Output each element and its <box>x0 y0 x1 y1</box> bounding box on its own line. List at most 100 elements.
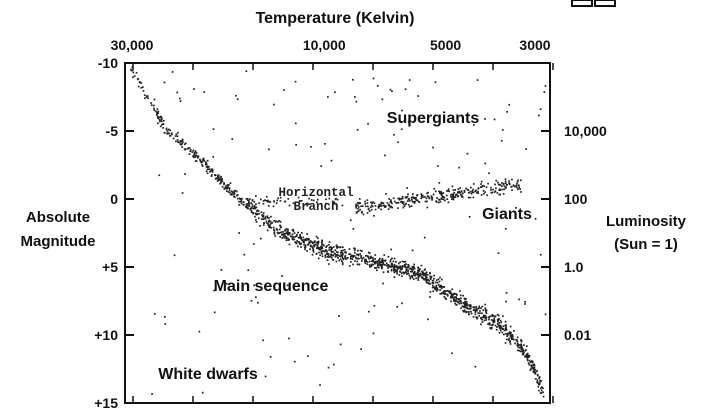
star-point <box>179 143 182 146</box>
star-point <box>428 282 430 285</box>
star-point <box>377 207 380 209</box>
star-point <box>181 142 183 145</box>
star-point <box>220 179 223 182</box>
star-point <box>468 192 470 194</box>
star-point <box>504 320 507 323</box>
star-point <box>147 97 149 100</box>
star-point <box>297 231 299 234</box>
star-point <box>438 286 441 288</box>
star-point <box>206 159 209 162</box>
star-point <box>480 317 482 319</box>
star-point <box>475 307 478 310</box>
star-point <box>508 337 511 340</box>
star-point <box>459 191 462 194</box>
star-point <box>475 310 477 312</box>
star-point <box>283 89 285 91</box>
star-point <box>418 268 421 271</box>
star-point <box>232 191 235 193</box>
right-tick-label: 10,000 <box>564 123 607 139</box>
star-point <box>177 141 180 144</box>
star-point <box>419 272 422 275</box>
star-point <box>162 123 165 125</box>
star-point <box>268 217 270 219</box>
star-point <box>352 263 354 266</box>
star-point <box>511 338 513 340</box>
star-point <box>224 186 227 189</box>
star-point <box>267 216 269 219</box>
star-point <box>351 258 354 260</box>
star-point <box>334 91 336 94</box>
star-point <box>454 302 456 305</box>
star-point <box>380 204 383 207</box>
star-point <box>255 203 257 205</box>
star-point <box>197 156 199 159</box>
star-point <box>455 293 457 295</box>
star-point <box>488 322 491 324</box>
star-point <box>184 142 187 145</box>
star-point <box>463 310 465 313</box>
star-point <box>502 193 505 195</box>
star-point <box>248 205 251 207</box>
star-point <box>198 330 201 333</box>
star-point <box>265 195 268 198</box>
star-point <box>464 306 466 309</box>
star-point <box>433 287 436 290</box>
star-point <box>391 206 394 209</box>
star-point <box>418 201 420 203</box>
star-point <box>422 278 425 280</box>
star-point <box>480 180 483 183</box>
star-point <box>186 148 189 150</box>
star-point <box>329 246 332 248</box>
star-point <box>326 250 328 252</box>
star-point <box>460 297 462 300</box>
star-point <box>308 203 310 205</box>
star-point <box>262 202 265 205</box>
star-point <box>435 200 437 202</box>
star-point <box>153 313 156 315</box>
star-point <box>357 207 359 210</box>
star-point <box>273 200 275 203</box>
star-point <box>384 260 387 262</box>
region-label-main-sequence: Main sequence <box>214 278 329 295</box>
star-point <box>525 355 527 358</box>
star-point <box>157 116 159 118</box>
star-point <box>192 155 194 158</box>
star-point <box>268 219 270 222</box>
star-point <box>360 205 362 208</box>
star-point <box>527 354 529 356</box>
star-point <box>427 195 430 198</box>
star-point <box>206 172 209 175</box>
star-point <box>341 260 343 262</box>
star-point <box>320 165 323 167</box>
star-point <box>465 307 468 309</box>
star-point <box>481 312 483 315</box>
star-point <box>330 248 332 251</box>
star-point <box>401 268 403 270</box>
star-point <box>395 265 397 268</box>
star-point <box>472 316 475 318</box>
star-point <box>355 204 358 207</box>
star-point <box>140 82 143 84</box>
star-point <box>391 263 393 266</box>
star-point <box>473 306 476 309</box>
star-point <box>246 203 248 206</box>
star-point <box>326 245 328 247</box>
star-point <box>303 243 305 246</box>
star-point <box>381 202 384 205</box>
corner-boxes <box>571 0 616 7</box>
star-point <box>229 182 232 184</box>
star-point <box>505 182 507 185</box>
star-point <box>439 292 442 295</box>
star-point <box>431 286 434 289</box>
star-point <box>399 268 402 270</box>
star-point <box>506 338 508 341</box>
star-point <box>357 253 360 256</box>
star-point <box>461 195 463 198</box>
star-point <box>282 231 284 233</box>
star-point <box>394 270 397 273</box>
star-point <box>363 260 366 263</box>
star-point <box>398 197 401 200</box>
star-point <box>340 251 342 254</box>
star-point <box>313 240 316 242</box>
star-point <box>304 244 307 247</box>
